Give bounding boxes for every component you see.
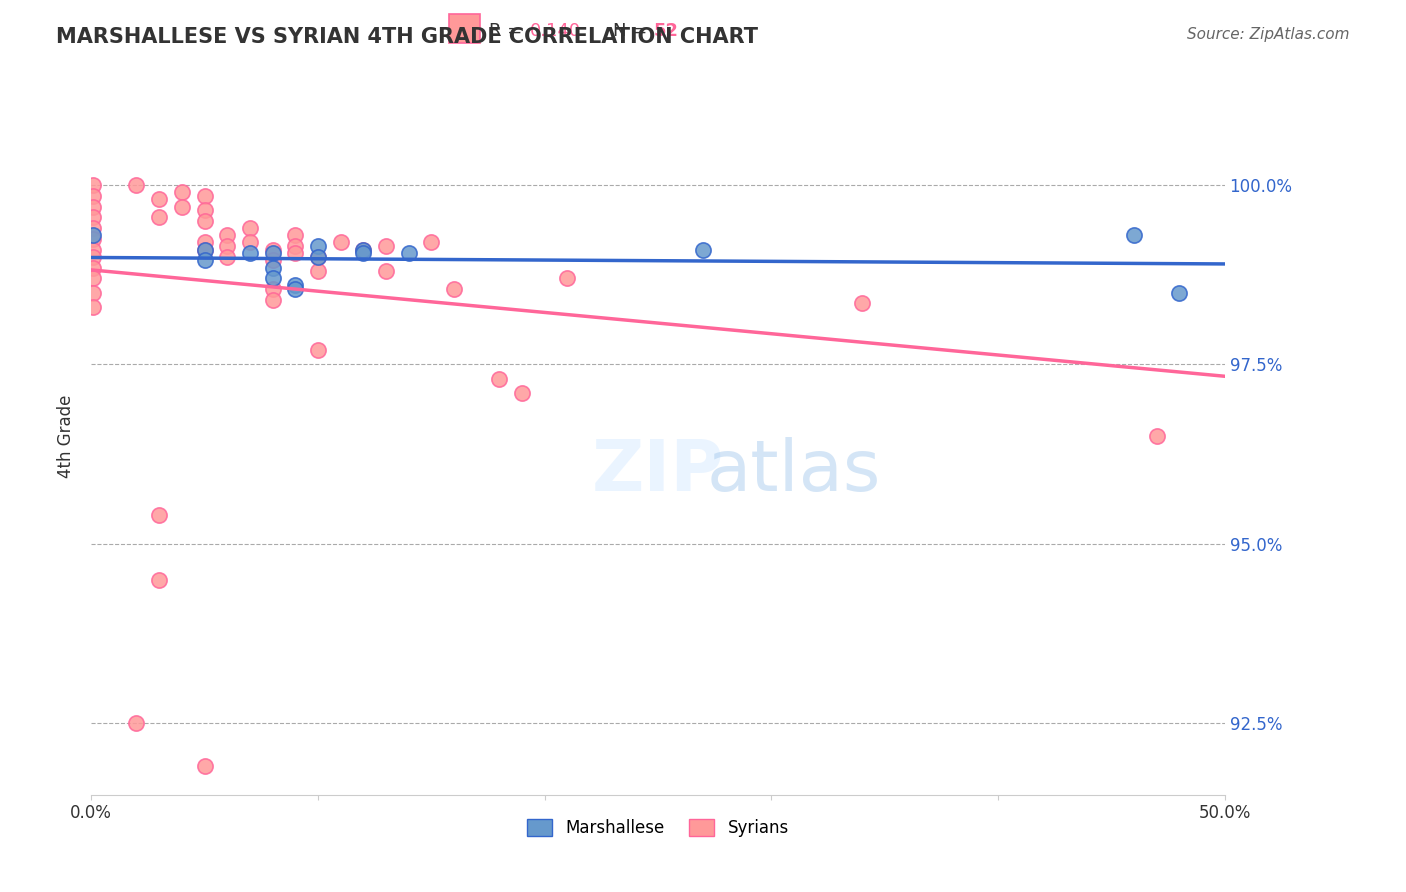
Point bbox=[1123, 228, 1146, 243]
Point bbox=[217, 228, 239, 243]
Text: Source: ZipAtlas.com: Source: ZipAtlas.com bbox=[1187, 27, 1350, 42]
Text: 52: 52 bbox=[654, 21, 678, 39]
Point bbox=[239, 235, 262, 250]
Point bbox=[217, 239, 239, 253]
Point bbox=[284, 246, 307, 260]
Point bbox=[352, 243, 374, 257]
Point bbox=[82, 250, 104, 264]
Point bbox=[82, 300, 104, 314]
Bar bbox=[449, 13, 479, 43]
Point bbox=[262, 253, 284, 268]
Point bbox=[82, 178, 104, 192]
Point bbox=[262, 246, 284, 260]
Point bbox=[193, 188, 215, 202]
Point bbox=[851, 296, 873, 310]
Point bbox=[125, 178, 148, 192]
Point bbox=[262, 293, 284, 307]
Point bbox=[82, 243, 104, 257]
Point bbox=[374, 239, 396, 253]
Point bbox=[170, 185, 193, 199]
Point bbox=[170, 200, 193, 214]
Point bbox=[193, 235, 215, 250]
Point bbox=[398, 246, 420, 260]
Point bbox=[1146, 429, 1168, 443]
Point bbox=[193, 759, 215, 773]
Point bbox=[307, 250, 329, 264]
Point bbox=[284, 278, 307, 293]
Point bbox=[420, 235, 443, 250]
Point bbox=[352, 246, 374, 260]
Point bbox=[239, 221, 262, 235]
Legend: Marshallese, Syrians: Marshallese, Syrians bbox=[520, 813, 796, 844]
Point bbox=[148, 508, 170, 522]
Point bbox=[193, 243, 215, 257]
Point bbox=[1168, 285, 1191, 300]
Point bbox=[82, 232, 104, 246]
Point bbox=[148, 573, 170, 587]
Text: ZIP: ZIP bbox=[592, 437, 724, 507]
Point bbox=[488, 372, 510, 386]
Point bbox=[125, 716, 148, 731]
Point bbox=[193, 243, 215, 257]
Point bbox=[82, 200, 104, 214]
Point bbox=[82, 211, 104, 225]
Point bbox=[307, 239, 329, 253]
Point bbox=[193, 203, 215, 218]
Text: MARSHALLESE VS SYRIAN 4TH GRADE CORRELATION CHART: MARSHALLESE VS SYRIAN 4TH GRADE CORRELAT… bbox=[56, 27, 758, 46]
Point bbox=[193, 253, 215, 268]
Point bbox=[217, 250, 239, 264]
Point bbox=[555, 271, 578, 285]
Point bbox=[284, 239, 307, 253]
Point bbox=[262, 260, 284, 275]
Point bbox=[284, 282, 307, 296]
Point bbox=[692, 243, 714, 257]
Point bbox=[82, 228, 104, 243]
Point bbox=[148, 193, 170, 207]
Point bbox=[82, 221, 104, 235]
Text: R =: R = bbox=[489, 21, 529, 39]
Point bbox=[262, 243, 284, 257]
Point bbox=[262, 271, 284, 285]
Point bbox=[82, 285, 104, 300]
Point bbox=[307, 250, 329, 264]
Point bbox=[148, 211, 170, 225]
Point bbox=[262, 282, 284, 296]
Point bbox=[193, 214, 215, 228]
Point bbox=[82, 260, 104, 275]
Point bbox=[352, 243, 374, 257]
Y-axis label: 4th Grade: 4th Grade bbox=[58, 394, 75, 478]
Text: 0.140: 0.140 bbox=[530, 21, 581, 39]
Point bbox=[510, 386, 533, 401]
Point bbox=[82, 188, 104, 202]
Point bbox=[374, 264, 396, 278]
Point bbox=[239, 246, 262, 260]
Text: atlas: atlas bbox=[707, 437, 882, 507]
Point bbox=[307, 343, 329, 357]
Point bbox=[329, 235, 352, 250]
Text: N =: N = bbox=[613, 21, 652, 39]
Point bbox=[284, 228, 307, 243]
Point bbox=[307, 264, 329, 278]
Point bbox=[443, 282, 465, 296]
Point bbox=[82, 271, 104, 285]
